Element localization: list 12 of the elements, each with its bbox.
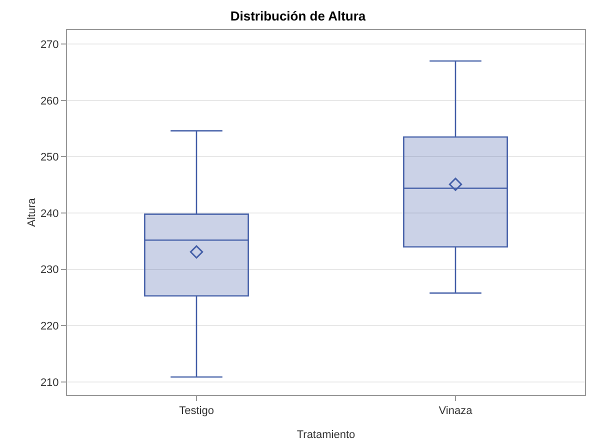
x-axis-title: Tratamiento	[296, 429, 356, 441]
y-tick-label: 260	[40, 95, 59, 108]
y-tick-label: 270	[40, 38, 59, 51]
y-axis-title: Altura	[26, 197, 38, 227]
y-tick-label: 250	[40, 152, 59, 164]
y-tick-label: 210	[40, 376, 59, 389]
x-tick-label: Testigo	[179, 405, 214, 418]
y-tick-label: 220	[40, 320, 59, 333]
chart-title: Distribución de Altura	[230, 8, 366, 24]
x-tick-label: Vinaza	[438, 405, 474, 418]
y-tick-label: 230	[40, 264, 59, 276]
y-tick-label: 240	[40, 208, 59, 220]
